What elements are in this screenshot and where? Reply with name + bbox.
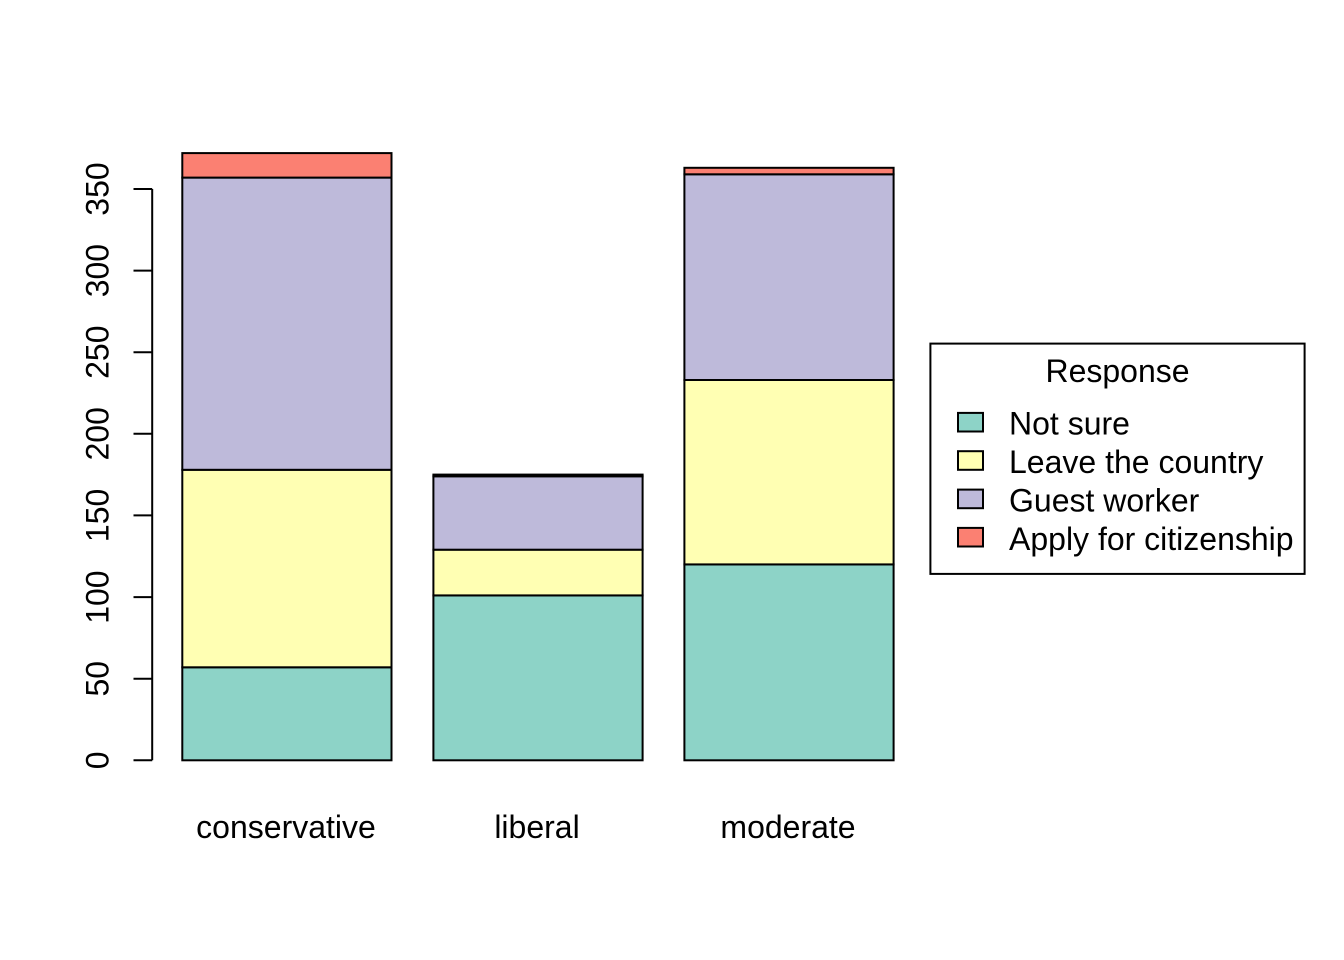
svg-text:150: 150 [79,489,115,542]
svg-text:Apply for citizenship: Apply for citizenship [1009,521,1294,557]
svg-text:liberal: liberal [494,809,579,845]
svg-text:moderate: moderate [720,809,855,845]
svg-text:Guest worker: Guest worker [1009,482,1200,518]
svg-text:250: 250 [79,326,115,379]
svg-text:200: 200 [79,407,115,460]
svg-text:0: 0 [79,751,115,769]
svg-text:350: 350 [79,162,115,215]
svg-text:Leave the country: Leave the country [1009,444,1263,480]
svg-text:conservative: conservative [196,809,376,845]
svg-text:Response: Response [1045,353,1189,389]
svg-text:300: 300 [79,244,115,297]
svg-text:100: 100 [79,570,115,623]
svg-text:50: 50 [79,661,115,697]
svg-text:Not sure: Not sure [1009,406,1130,442]
